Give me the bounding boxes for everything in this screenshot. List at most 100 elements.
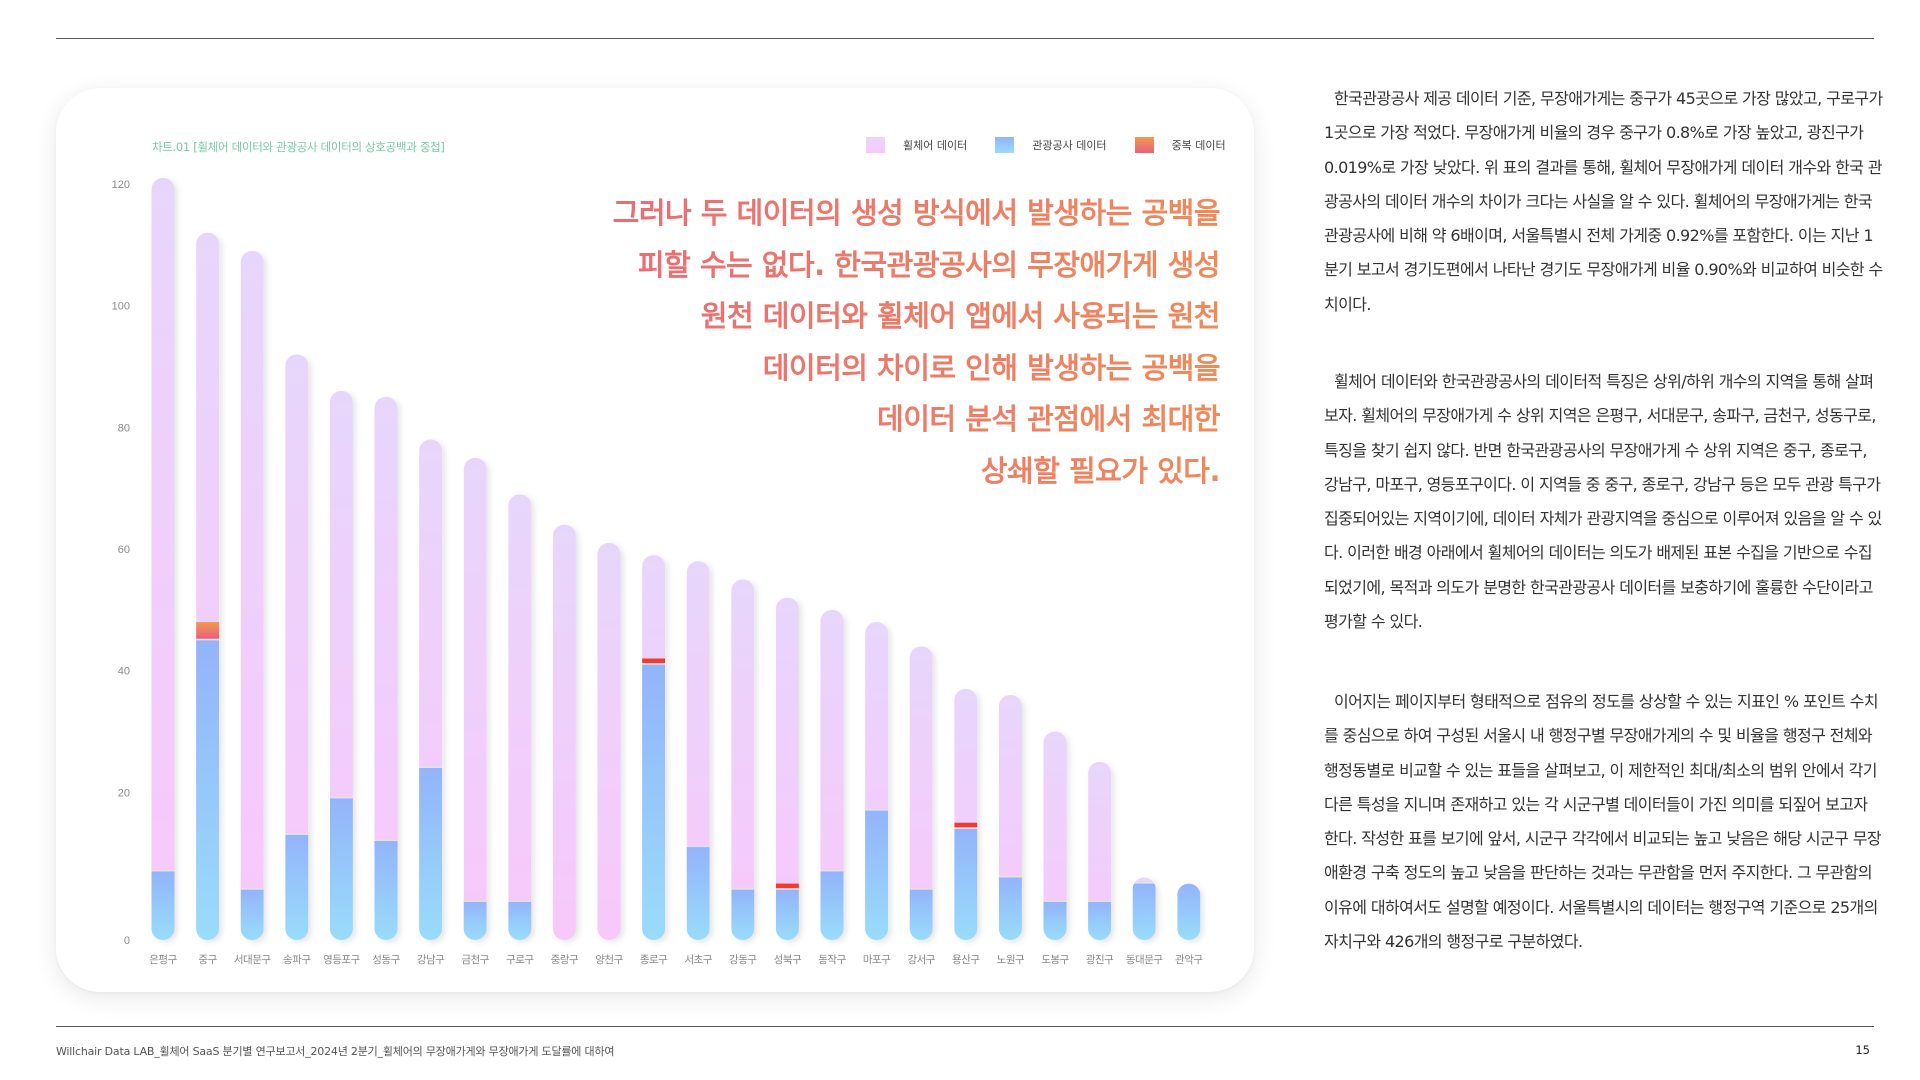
bar-group — [508, 494, 532, 940]
bar-segment-separator — [1177, 882, 1200, 884]
y-tick-label: 60 — [118, 544, 130, 556]
bar-wheelchair — [508, 494, 532, 940]
bar-group — [329, 390, 353, 940]
bar-tourism — [642, 664, 666, 940]
y-tick-label: 80 — [118, 422, 130, 434]
x-tick-label: 관악구 — [1175, 954, 1203, 966]
bar-segment-separator — [329, 796, 353, 799]
legend-swatch-overlap — [1134, 137, 1154, 153]
paragraph-text: 한국관광공사 제공 데이터 기준, 무장애가게는 중구가 45곳으로 가장 많았… — [1324, 89, 1883, 314]
callout-line: 데이터 분석 관점에서 최대한 — [877, 402, 1220, 436]
legend-label-tourism: 관광공사 데이터 — [1032, 139, 1107, 152]
bar-wheelchair — [731, 579, 755, 940]
bar-group — [151, 177, 175, 940]
bar-wheelchair — [151, 177, 175, 940]
bar-segment-separator — [775, 888, 799, 890]
body-paragraph-2: 휠체어 데이터와 한국관광공사의 데이터적 특징은 상위/하위 개수의 지역을 … — [1324, 365, 1884, 639]
bar-wheelchair — [820, 609, 844, 940]
bar-group — [1132, 877, 1156, 940]
bar-tourism — [1177, 883, 1201, 940]
bar-segment-separator — [463, 900, 487, 902]
bar-tourism — [998, 877, 1022, 940]
bar-group — [909, 646, 933, 940]
bar-group — [1043, 731, 1067, 940]
bar-group — [240, 250, 264, 940]
bar-segment-separator — [954, 827, 978, 829]
y-tick-label: 100 — [112, 301, 130, 313]
x-tick-label: 송파구 — [283, 954, 311, 966]
bar-tourism — [775, 889, 799, 940]
bar-group — [463, 457, 487, 940]
bar-group — [731, 579, 755, 940]
bar-tourism — [954, 828, 978, 940]
bar-tourism — [285, 834, 309, 940]
bar-wheelchair — [909, 646, 933, 940]
y-tick-label: 120 — [112, 179, 130, 191]
paragraph-text: 이어지는 페이지부터 형태적으로 점유의 정도를 상상할 수 있는 지표인 % … — [1324, 692, 1882, 952]
legend-label-wheelchair: 휠체어 데이터 — [903, 139, 968, 152]
x-tick-label: 양천구 — [595, 954, 623, 966]
x-tick-label: 노원구 — [997, 954, 1025, 966]
bar-overlap — [642, 658, 666, 664]
bar-tourism — [731, 889, 755, 940]
bar-tourism — [151, 871, 175, 940]
x-tick-label: 금천구 — [461, 954, 489, 966]
bar-tourism — [1043, 901, 1067, 940]
x-tick-label: 서초구 — [684, 954, 712, 966]
bar-group — [998, 695, 1022, 940]
legend-item-tourism: 관광공사 데이터 — [995, 137, 1107, 153]
x-tick-label: 중구 — [198, 954, 217, 966]
bar-tourism — [686, 847, 710, 940]
bar-group — [686, 561, 710, 940]
bar-wheelchair — [597, 542, 621, 940]
x-tick-label: 중랑구 — [551, 954, 579, 966]
x-tick-label: 종로구 — [640, 954, 668, 966]
x-tick-label: 용산구 — [952, 954, 980, 966]
bar-wheelchair — [1088, 761, 1112, 940]
bar-group — [552, 524, 576, 940]
y-tick-label: 20 — [118, 787, 130, 799]
bar-wheelchair — [686, 561, 710, 940]
bar-segment-separator — [686, 845, 710, 848]
bar-wheelchair — [240, 250, 264, 940]
x-tick-label: 도봉구 — [1041, 954, 1069, 966]
bar-wheelchair — [285, 354, 309, 940]
callout-line: 원천 데이터와 휠체어 앱에서 사용되는 원천 — [700, 299, 1220, 333]
bar-tourism — [508, 901, 532, 940]
y-tick-label: 40 — [118, 666, 130, 678]
bar-group — [597, 542, 621, 940]
legend-item-overlap: 중복 데이터 — [1134, 137, 1226, 153]
x-tick-label: 구로구 — [506, 954, 534, 966]
bottom-divider — [56, 1026, 1874, 1027]
bar-group — [642, 555, 666, 940]
bar-wheelchair — [463, 457, 487, 940]
x-tick-label: 서대문구 — [234, 954, 271, 966]
bar-tourism — [909, 889, 933, 940]
bar-tourism — [374, 841, 398, 940]
bar-group — [954, 688, 978, 940]
x-tick-label: 동작구 — [818, 954, 846, 966]
callout-line: 상쇄할 필요가 있다. — [980, 453, 1220, 488]
bar-tourism — [1132, 883, 1156, 940]
bar-group — [419, 439, 443, 940]
paragraph-text: 휠체어 데이터와 한국관광공사의 데이터적 특징은 상위/하위 개수의 지역을 … — [1324, 372, 1882, 632]
bar-segment-separator — [419, 766, 443, 768]
bar-overlap — [775, 883, 799, 889]
bar-segment-separator — [196, 638, 220, 641]
bar-tourism — [419, 768, 443, 940]
x-tick-label: 강서구 — [907, 954, 935, 966]
x-tick-label: 성북구 — [774, 954, 802, 966]
bar-segment-separator — [1088, 900, 1112, 902]
x-tick-label: 은평구 — [149, 954, 177, 966]
footer-report-title: Willchair Data LAB_휠체어 SaaS 분기별 연구보고서_20… — [56, 1045, 615, 1058]
bar-group — [285, 354, 309, 940]
body-paragraph-1: 한국관광공사 제공 데이터 기준, 무장애가게는 중구가 45곳으로 가장 많았… — [1324, 82, 1884, 322]
bar-segment-separator — [240, 888, 264, 890]
bar-segment-separator — [998, 876, 1022, 878]
legend-swatch-wheelchair — [866, 137, 885, 153]
bar-tourism — [463, 901, 487, 940]
bar-group — [1177, 882, 1201, 940]
bar-segment-separator — [909, 888, 933, 890]
bar-segment-separator — [508, 900, 532, 902]
bar-group — [374, 396, 398, 940]
